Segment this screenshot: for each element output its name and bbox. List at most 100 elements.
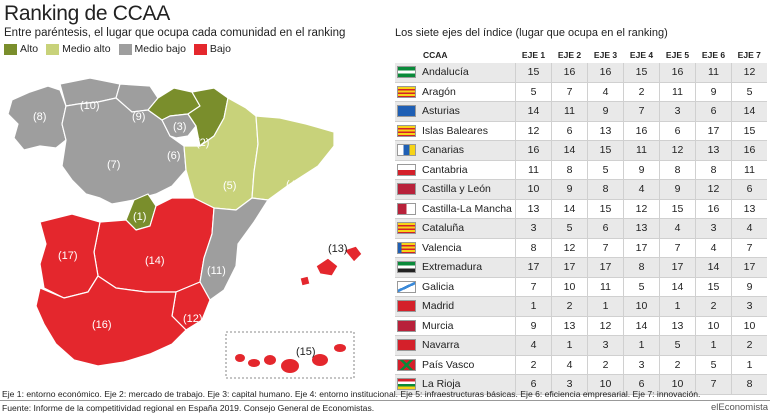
legend-swatch [193, 43, 207, 55]
eje-5-cell: 3 [659, 101, 696, 122]
eje-2-cell: 10 [551, 277, 588, 297]
eje-6-cell: 7 [695, 374, 732, 395]
eje-7-cell: 13 [731, 199, 767, 219]
eje-1-cell: 16 [515, 140, 552, 161]
region-name: Islas Baleares [422, 124, 488, 137]
region-name: La Rioja [422, 378, 461, 391]
eje-5-cell: 6 [659, 121, 696, 141]
eje-6-cell: 15 [695, 277, 732, 297]
eje-2-cell: 9 [551, 179, 588, 200]
region-baleares-ibiza [299, 275, 311, 287]
legend: Alto Medio alto Medio bajo Bajo [4, 43, 239, 55]
map-label: (3) [173, 121, 186, 133]
region-flag-icon [397, 222, 416, 235]
region-flag-icon [397, 66, 416, 79]
region-cell: Navarra [395, 335, 516, 356]
eje-7-cell: 5 [731, 82, 767, 102]
eje-5-cell: 2 [659, 355, 696, 375]
eje-5-cell: 5 [659, 335, 696, 356]
table-row: Cantabria 11 8 5 9 8 8 11 [395, 160, 767, 180]
column-header: EJE 6 [701, 50, 726, 60]
eje-1-cell: 17 [515, 257, 552, 278]
map-label: (10) [80, 100, 100, 112]
eje-1-cell: 2 [515, 355, 552, 375]
map-label: (7) [107, 159, 120, 171]
eje-7-cell: 15 [731, 121, 767, 141]
region-cell: Valencia [395, 238, 516, 258]
eje-7-cell: 6 [731, 179, 767, 200]
eje-4-cell: 1 [623, 335, 660, 356]
legend-label: Medio bajo [134, 43, 186, 55]
column-header: EJE 5 [665, 50, 690, 60]
table-row: Aragón 5 7 4 2 11 9 5 [395, 82, 767, 102]
map-label: (12) [183, 313, 203, 325]
eje-6-cell: 10 [695, 316, 732, 336]
eje-5-cell: 9 [659, 179, 696, 200]
table-title: Los siete ejes del índice (lugar que ocu… [395, 27, 668, 39]
map-label: (9) [132, 111, 145, 123]
eje-4-cell: 13 [623, 218, 660, 239]
region-name: Galicia [422, 280, 455, 293]
eje-4-cell: 14 [623, 316, 660, 336]
eje-2-cell: 11 [551, 101, 588, 122]
eje-4-cell: 4 [623, 179, 660, 200]
eje-4-cell: 9 [623, 160, 660, 180]
eje-5-cell: 17 [659, 257, 696, 278]
eje-6-cell: 2 [695, 296, 732, 317]
eje-5-cell: 10 [659, 374, 696, 395]
eje-5-cell: 12 [659, 140, 696, 161]
eje-1-cell: 9 [515, 316, 552, 336]
region-name: Castilla y León [422, 183, 491, 196]
column-header: EJE 1 [521, 50, 546, 60]
legend-item-medio-alto: Medio alto [46, 43, 111, 55]
legend-label: Alto [20, 43, 39, 55]
canarias-island [312, 354, 328, 366]
region-name: Aragón [422, 85, 456, 98]
eje-7-cell: 10 [731, 316, 767, 336]
eje-2-cell: 2 [551, 296, 588, 317]
eje-7-cell: 12 [731, 63, 767, 83]
region-name: Cantabria [422, 163, 468, 176]
region-cell: Andalucía [395, 63, 516, 83]
eje-2-cell: 12 [551, 238, 588, 258]
region-valencia [199, 197, 269, 301]
map-label: (15) [296, 346, 316, 358]
region-flag-icon [397, 319, 416, 332]
eje-2-cell: 5 [551, 218, 588, 239]
eje-3-cell: 4 [587, 82, 624, 102]
brand-logo: elEconomista [710, 402, 768, 413]
eje-1-cell: 3 [515, 218, 552, 239]
map-label: (2) [196, 137, 209, 149]
eje-1-cell: 11 [515, 160, 552, 180]
region-name: Navarra [422, 339, 460, 352]
eje-2-cell: 14 [551, 199, 588, 219]
region-cataluna [251, 115, 335, 201]
source-note: Fuente: Informe de la competitividad reg… [2, 403, 375, 413]
table-row: País Vasco 2 4 2 3 2 5 1 [395, 355, 767, 375]
eje-1-cell: 4 [515, 335, 552, 356]
map-label: (17) [58, 250, 78, 262]
region-baleares-mallorca [343, 245, 363, 263]
eje-4-cell: 7 [623, 101, 660, 122]
table-header-row: CCAA EJE 1 EJE 2 EJE 3 EJE 4 EJE 5 EJE 6… [395, 47, 767, 63]
region-galicia [7, 85, 67, 151]
table-row: Valencia 8 12 7 17 7 4 7 [395, 238, 767, 258]
table-row: Madrid 1 2 1 10 1 2 3 [395, 296, 767, 317]
eje-3-cell: 16 [587, 63, 624, 83]
table-row: Cataluña 3 5 6 13 4 3 4 [395, 218, 767, 239]
region-castilla-leon [61, 97, 187, 205]
legend-swatch [4, 43, 17, 55]
eje-7-cell: 2 [731, 335, 767, 356]
table-row: Navarra 4 1 3 1 5 1 2 [395, 335, 767, 356]
region-name: Extremadura [422, 261, 483, 274]
eje-6-cell: 13 [695, 140, 732, 161]
eje-2-cell: 16 [551, 63, 588, 83]
region-cell: Canarias [395, 140, 516, 161]
region-flag-icon [397, 280, 416, 293]
map-label: (16) [92, 319, 112, 331]
eje-3-cell: 6 [587, 218, 624, 239]
eje-3-cell: 1 [587, 296, 624, 317]
region-flag-icon [397, 163, 416, 176]
canarias-island [248, 359, 260, 367]
eje-1-cell: 7 [515, 277, 552, 297]
